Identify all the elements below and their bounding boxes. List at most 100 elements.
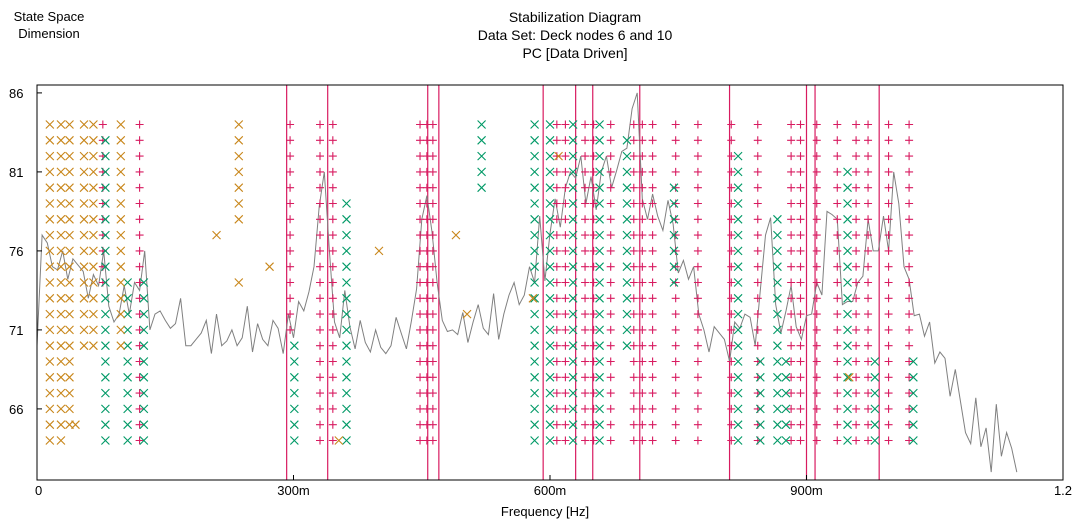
stable-pole-marker [671, 420, 680, 429]
stable-pole-marker [905, 167, 914, 176]
stable-pole-marker [905, 420, 914, 429]
stable-freq-damp-marker [139, 404, 149, 414]
x-tick-label: 0 [35, 483, 42, 498]
stable-pole-marker [753, 231, 762, 240]
stable-pole-marker [316, 215, 325, 224]
stable-pole-marker [864, 278, 873, 287]
stable-pole-marker [648, 404, 657, 413]
stable-pole-marker [833, 278, 842, 287]
stable-freq-damp-marker [568, 436, 578, 445]
new-pole-marker [56, 183, 66, 193]
stable-pole-marker [648, 136, 657, 145]
new-pole-marker [265, 262, 274, 272]
stable-freq-damp-marker [545, 436, 555, 445]
stable-pole-marker [286, 294, 295, 303]
stable-pole-marker [581, 167, 590, 176]
stable-pole-marker [884, 246, 893, 255]
new-pole-marker [212, 230, 221, 240]
stable-pole-marker [606, 136, 615, 145]
stable-freq-damp-marker [568, 183, 578, 193]
stable-freq-damp-marker [545, 199, 555, 208]
stable-pole-marker [561, 404, 570, 413]
stable-freq-damp-marker [123, 325, 133, 335]
stable-pole-marker [589, 325, 598, 334]
stable-pole-marker [428, 341, 437, 350]
stable-pole-marker [581, 389, 590, 398]
stable-freq-damp-marker [773, 372, 782, 382]
stable-pole-marker [428, 136, 437, 145]
stable-freq-damp-marker [843, 262, 852, 272]
stable-pole-marker [796, 357, 805, 366]
stable-pole-marker [416, 294, 425, 303]
stable-freq-damp-marker [101, 199, 110, 208]
stable-freq-damp-marker [568, 167, 578, 177]
stable-pole-marker [416, 310, 425, 319]
stable-pole-marker [753, 120, 762, 129]
stable-freq-damp-marker [289, 372, 299, 382]
stable-pole-marker [316, 199, 325, 208]
new-pole-marker [56, 214, 66, 224]
stable-pole-marker [864, 199, 873, 208]
stable-pole-marker [812, 183, 821, 192]
stable-pole-marker [671, 389, 680, 398]
stable-pole-marker [638, 436, 647, 445]
stable-freq-damp-marker [342, 436, 351, 445]
stable-freq-damp-marker [123, 293, 133, 303]
stable-pole-marker [648, 341, 657, 350]
stable-pole-marker [552, 167, 561, 176]
stable-pole-marker [884, 167, 893, 176]
stable-pole-marker [671, 341, 680, 350]
stable-pole-marker [884, 341, 893, 350]
y-tick-label: 66 [9, 402, 23, 417]
stable-pole-marker [428, 152, 437, 161]
stable-freq-damp-marker [908, 436, 918, 445]
stable-freq-damp-marker [733, 436, 743, 445]
stable-pole-marker [629, 436, 638, 445]
stable-pole-marker [796, 436, 805, 445]
stable-pole-marker [589, 357, 598, 366]
stable-pole-marker [905, 183, 914, 192]
stable-pole-marker [753, 341, 762, 350]
stable-pole-marker [135, 136, 144, 145]
stable-pole-marker [552, 152, 561, 161]
stable-freq-damp-marker [530, 436, 539, 445]
new-pole-marker [65, 278, 74, 287]
stable-pole-marker [135, 246, 144, 255]
stable-pole-marker [852, 136, 861, 145]
stable-pole-marker [864, 341, 873, 350]
stable-pole-marker [727, 420, 736, 429]
stable-pole-marker [606, 215, 615, 224]
new-pole-marker [116, 183, 126, 193]
stable-pole-marker [561, 215, 570, 224]
stable-pole-marker [629, 231, 638, 240]
stable-pole-marker [428, 357, 437, 366]
stable-freq-damp-marker [755, 388, 765, 398]
stable-pole-marker [581, 325, 590, 334]
stable-pole-marker [606, 310, 615, 319]
stable-pole-marker [884, 436, 893, 445]
stable-pole-marker [428, 215, 437, 224]
stable-pole-marker [328, 152, 337, 161]
stable-pole-marker [864, 167, 873, 176]
stable-pole-marker [671, 183, 680, 192]
new-pole-marker [65, 183, 74, 193]
stable-pole-marker [629, 341, 638, 350]
stable-pole-marker [589, 183, 598, 192]
stable-pole-marker [905, 389, 914, 398]
stable-freq-damp-marker [908, 404, 918, 414]
stable-freq-damp-marker [773, 278, 782, 287]
stable-freq-damp-marker [530, 388, 539, 398]
new-pole-marker [79, 293, 89, 303]
new-pole-marker [844, 372, 854, 382]
stable-freq-damp-marker [669, 246, 679, 256]
stable-pole-marker [727, 389, 736, 398]
stable-freq-damp-marker [595, 199, 604, 208]
stable-pole-marker [753, 294, 762, 303]
new-pole-marker [56, 436, 66, 445]
stable-pole-marker [606, 341, 615, 350]
y-axis-label: State Space Dimension [4, 8, 94, 42]
stable-pole-marker [581, 436, 590, 445]
stable-pole-marker [787, 246, 796, 255]
stable-pole-marker [727, 341, 736, 350]
stable-pole-marker [648, 183, 657, 192]
